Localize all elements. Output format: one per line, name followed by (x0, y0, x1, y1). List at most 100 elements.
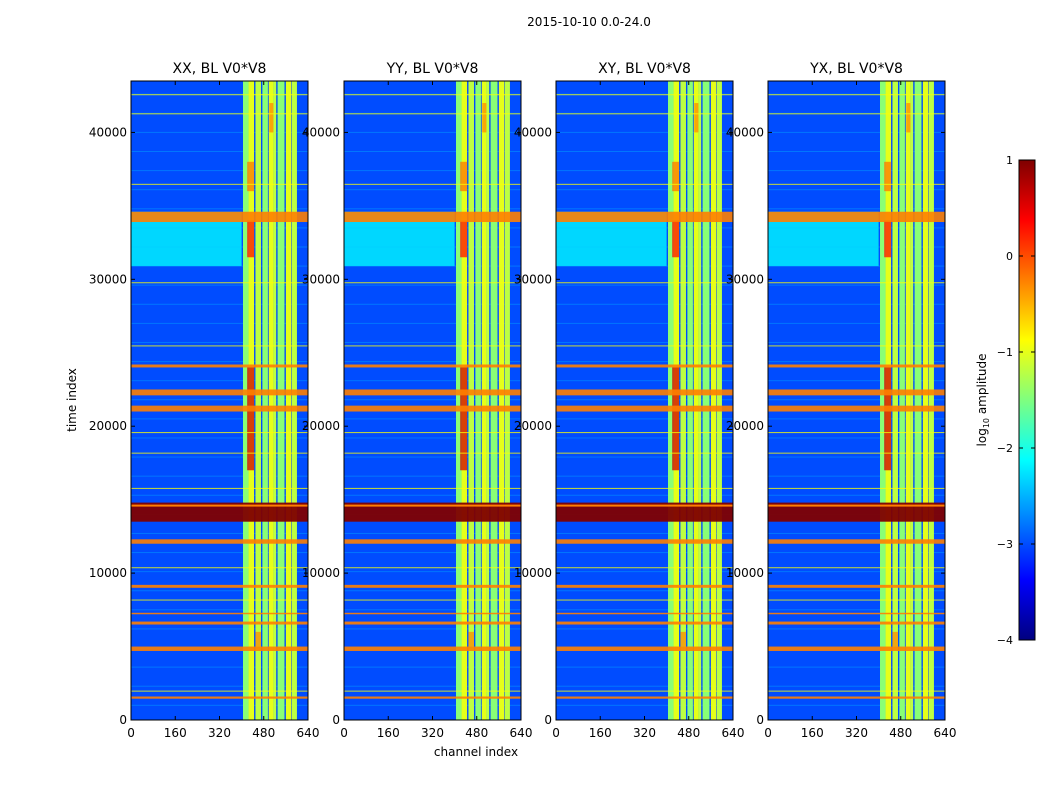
y-tick-label: 30000 (89, 272, 127, 286)
heatmap-texture-line (556, 170, 733, 172)
heatmap-thin-line (131, 282, 308, 284)
x-tick-label: 480 (252, 726, 275, 740)
heatmap-thin-line (344, 432, 521, 434)
heatmap-texture-line (556, 303, 733, 305)
heatmap-thin-line (344, 487, 521, 489)
heatmap-thin-line (344, 599, 521, 601)
heatmap-time-strip (344, 539, 521, 544)
panel-4: YX, BL V0*V8 0 160 320 480 640 0 10000 20000 3000… (726, 61, 957, 740)
heatmap-thin-line (768, 690, 945, 692)
heatmap-texture-line (344, 170, 521, 172)
heatmap-time-strip (556, 389, 733, 396)
y-tick-label: 40000 (89, 125, 127, 139)
heatmap-texture-line (131, 666, 308, 668)
x-tick-label: 320 (208, 726, 231, 740)
heatmap-texture-line (768, 475, 945, 477)
heatmap-texture-line (556, 361, 733, 363)
heatmap-texture-line (556, 609, 733, 611)
heatmap-texture-line (768, 131, 945, 133)
heatmap-thin-line (131, 690, 308, 692)
heatmap-texture-line (556, 532, 733, 534)
heatmap-texture-line (344, 227, 521, 229)
heatmap-texture-line (768, 208, 945, 210)
heatmap-texture-line (768, 227, 945, 229)
heatmap-texture-line (556, 208, 733, 210)
heatmap-time-strip-edge (344, 504, 521, 507)
y-tick-label: 10000 (302, 566, 340, 580)
heatmap-texture-line (131, 475, 308, 477)
heatmap-time-strip (131, 211, 308, 223)
heatmap-time-strip-edge (556, 504, 733, 507)
heatmap-thin-line (768, 345, 945, 347)
heatmap-channel-band (680, 81, 686, 720)
heatmap-texture-line (556, 571, 733, 573)
heatmap-time-strip (344, 405, 521, 412)
heatmap-channel-band (880, 81, 886, 720)
heatmap-hotspot (269, 103, 274, 133)
heatmap-thin-line (131, 113, 308, 115)
heatmap-channel-band (702, 81, 710, 720)
panel-title: YX, BL V0*V8 (809, 61, 903, 77)
heatmap-texture-line (131, 208, 308, 210)
x-tick-label: 480 (677, 726, 700, 740)
heatmap-thin-line (131, 599, 308, 601)
heatmap-texture-line (556, 265, 733, 267)
y-tick-label: 10000 (89, 566, 127, 580)
heatmap-channel-band (668, 81, 674, 720)
heatmap-thin-line (344, 567, 521, 569)
heatmap-thin-line (344, 94, 521, 96)
heatmap-texture-line (131, 685, 308, 687)
heatmap-time-strip (556, 612, 733, 615)
heatmap-hotspot (247, 367, 255, 471)
x-tick-label: 480 (889, 726, 912, 740)
heatmap-thin-line (768, 432, 945, 434)
colorbar-tick-label: −2 (997, 442, 1013, 455)
y-tick-label: 40000 (726, 125, 764, 139)
colorbar-label-tail: amplitude (975, 354, 989, 418)
x-axis-label: channel index (434, 745, 518, 759)
heatmap-thin-line (768, 282, 945, 284)
heatmap-texture-line (556, 685, 733, 687)
heatmap-time-strip-edge (131, 504, 308, 507)
heatmap-thin-line (768, 94, 945, 96)
heatmap-texture-line (768, 666, 945, 668)
heatmap-time-strip (768, 646, 945, 651)
heatmap-texture-line (344, 456, 521, 458)
x-tick-label: 160 (589, 726, 612, 740)
heatmap-time-strip (768, 364, 945, 368)
heatmap-time-strip (131, 364, 308, 368)
heatmap-texture-line (344, 685, 521, 687)
colorbar-tick-label: 1 (1006, 154, 1013, 167)
heatmap-thin-line (556, 345, 733, 347)
heatmap-texture-line (556, 246, 733, 248)
heatmap-texture-line (344, 666, 521, 668)
heatmap-texture-line (131, 341, 308, 343)
heatmap-channel-band (486, 81, 490, 720)
x-tick-label: 640 (722, 726, 745, 740)
heatmap-channel-band (468, 81, 474, 720)
heatmap-channel-band (687, 81, 693, 720)
heatmap-channel-band (475, 81, 481, 720)
heatmap-time-strip (768, 502, 945, 522)
heatmap-time-strip (768, 696, 945, 699)
heatmap-texture-line (768, 170, 945, 172)
heatmap-hotspot (884, 367, 892, 471)
colorbar-label-main: log (975, 428, 989, 446)
heatmap-texture-line (556, 284, 733, 286)
heatmap-texture-line (768, 437, 945, 439)
colorbar-tick-label: −1 (997, 346, 1013, 359)
heatmap-channel-band (899, 81, 905, 720)
heatmap-channel-band (928, 81, 934, 720)
y-tick-label: 40000 (302, 125, 340, 139)
heatmap-time-strip (768, 621, 945, 625)
heatmap-texture-line (344, 590, 521, 592)
heatmap-channel-band (268, 81, 274, 720)
heatmap-thin-line (556, 487, 733, 489)
x-tick-label: 640 (297, 726, 320, 740)
heatmap-time-strip (344, 584, 521, 588)
x-tick-label: 320 (421, 726, 444, 740)
heatmap-texture-line (344, 380, 521, 382)
x-tick-label: 0 (764, 726, 772, 740)
heatmap-thin-line (131, 94, 308, 96)
heatmap-texture-line (344, 704, 521, 706)
